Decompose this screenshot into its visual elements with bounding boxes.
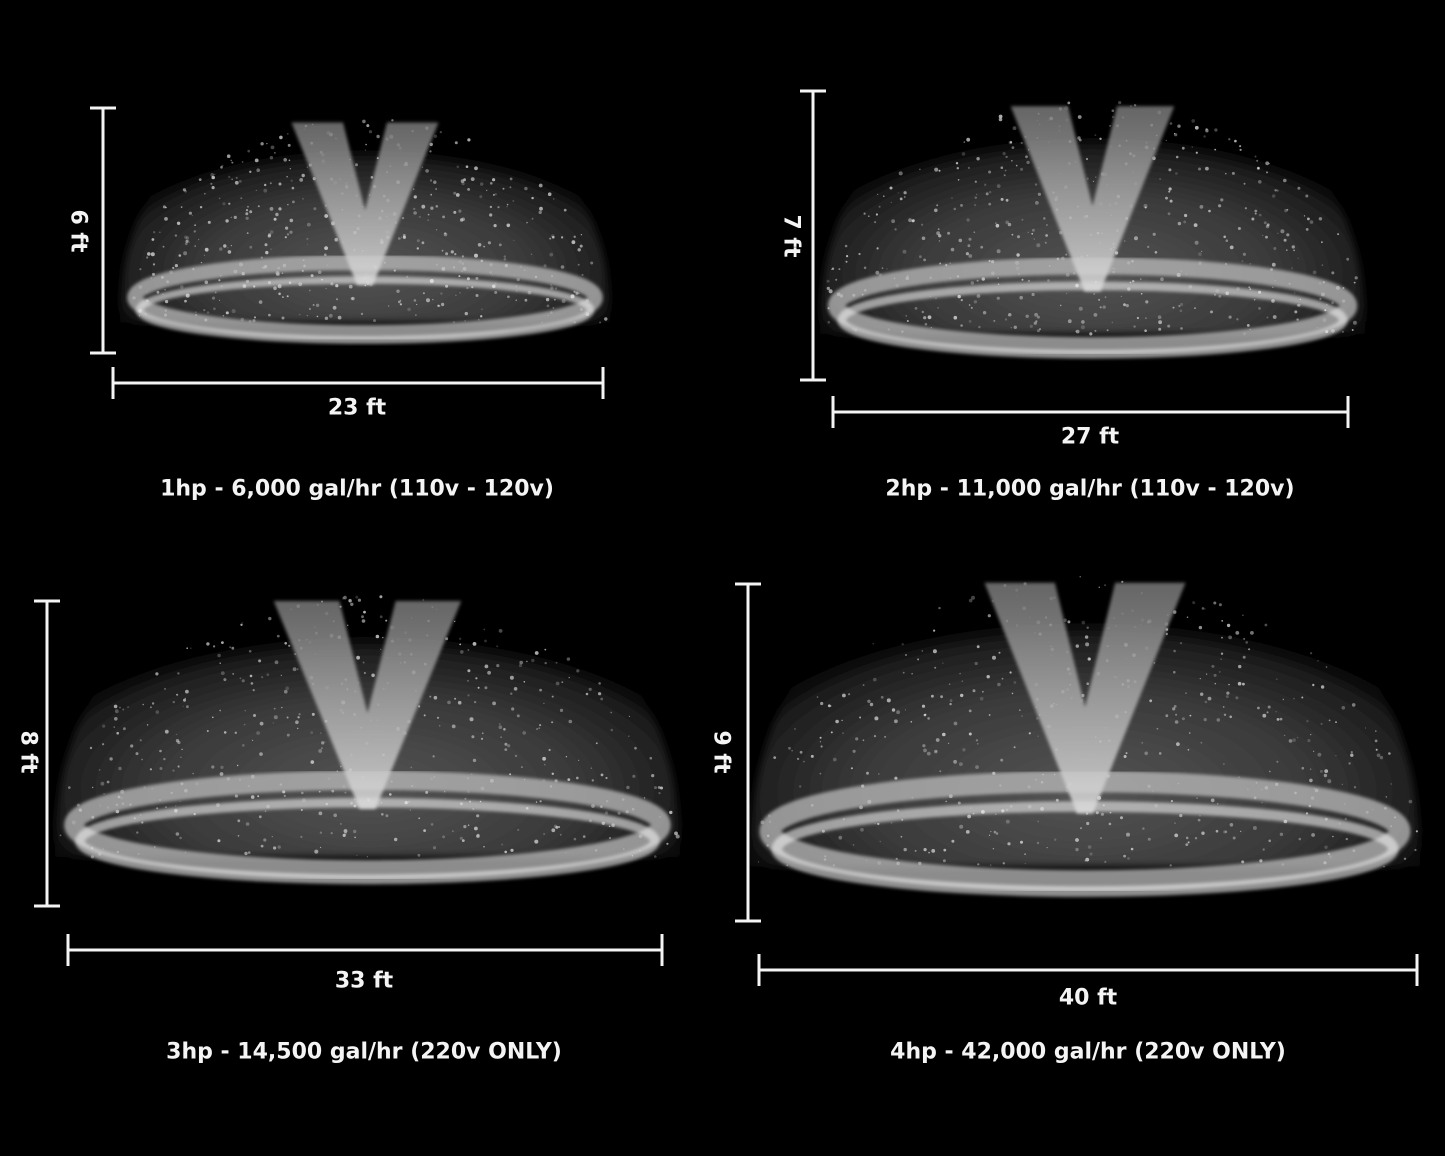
height-dimension-bar [800,89,826,382]
height-label: 8 ft [15,730,41,774]
model-caption: 2hp - 11,000 gal/hr (110v - 120v) [885,476,1295,502]
width-dimension-bar [831,396,1350,428]
model-caption: 3hp - 14,500 gal/hr (220v ONLY) [166,1039,562,1065]
width-label: 27 ft [1060,424,1120,450]
width-label: 33 ft [334,968,394,994]
height-label: 7 ft [778,214,804,258]
fountain-spray-image [120,110,610,344]
height-dimension-bar [90,106,116,355]
height-dimension-bar [735,582,761,923]
height-dimension-bar [34,599,60,908]
fountain-spray-image [750,565,1420,897]
width-dimension-bar [757,954,1419,986]
width-dimension-bar [111,367,605,399]
model-caption: 1hp - 6,000 gal/hr (110v - 120v) [160,476,554,502]
fountain-spray-image [55,585,680,885]
height-label: 9 ft [708,730,734,774]
fountain-spray-image [820,92,1365,359]
height-label: 6 ft [65,209,91,253]
width-label: 40 ft [1058,985,1118,1011]
width-dimension-bar [66,934,664,966]
width-label: 23 ft [327,395,387,421]
model-caption: 4hp - 42,000 gal/hr (220v ONLY) [890,1039,1286,1065]
